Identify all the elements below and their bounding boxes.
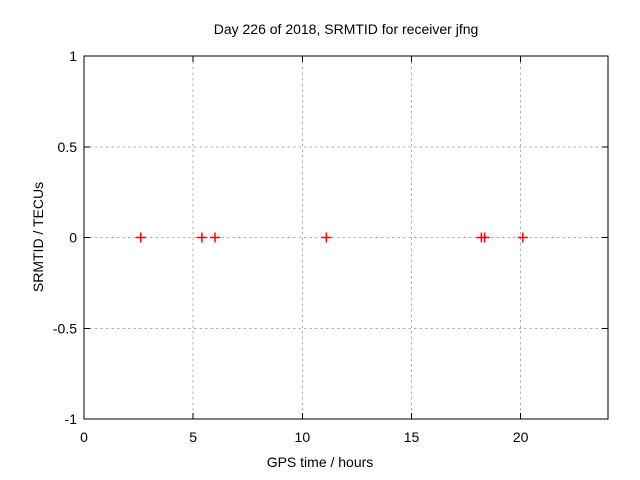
y-tick-label: 1 (69, 48, 77, 64)
y-tick-label: -1 (65, 411, 78, 427)
data-point-marker (517, 232, 528, 243)
data-points (135, 232, 528, 243)
tick-marks (83, 55, 608, 420)
x-tick-label: 10 (295, 429, 311, 445)
data-point-marker (321, 232, 332, 243)
x-tick-label: 5 (189, 429, 197, 445)
tick-labels: 0 5 10 15 20 -1 -0.5 0 0.5 1 (53, 48, 529, 445)
x-axis-label: GPS time / hours (266, 454, 374, 470)
y-tick-label: 0 (69, 230, 77, 246)
x-tick-label: 0 (80, 429, 88, 445)
data-point-marker (196, 232, 207, 243)
data-point-marker (479, 232, 490, 243)
data-point-marker (210, 232, 220, 243)
x-tick-label: 20 (513, 429, 529, 445)
gridlines (84, 56, 608, 419)
chart-title: Day 226 of 2018, SRMTID for receiver jfn… (213, 21, 479, 37)
y-tick-label: -0.5 (53, 320, 77, 336)
x-tick-label: 15 (404, 429, 420, 445)
y-tick-label: 0.5 (58, 139, 78, 155)
data-point-marker (135, 232, 146, 243)
